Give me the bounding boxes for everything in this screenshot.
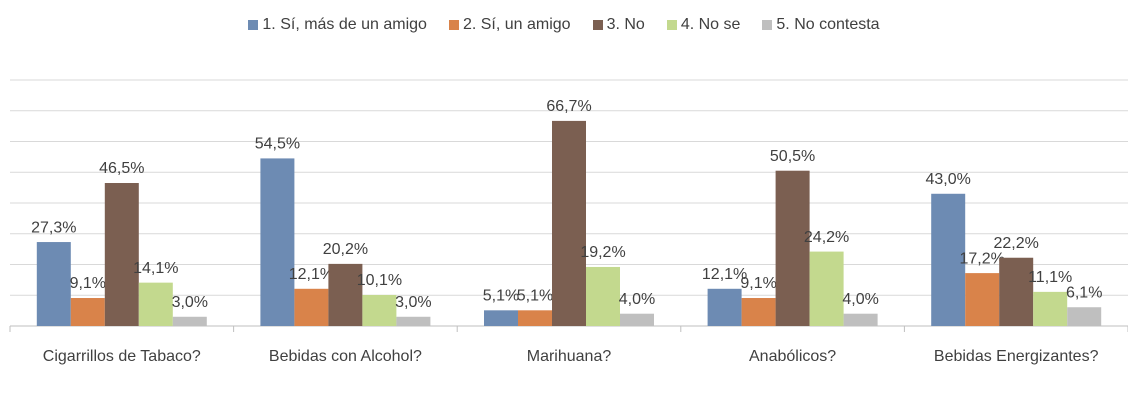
bar — [552, 120, 586, 327]
legend-swatch — [448, 20, 459, 30]
data-label: 12,1% — [289, 266, 334, 283]
legend-swatch — [248, 20, 259, 30]
legend-swatch — [592, 20, 603, 30]
legend-item: 3. No — [592, 16, 645, 34]
bar — [138, 282, 173, 326]
bar — [999, 257, 1034, 326]
data-label: 4,0% — [842, 291, 878, 308]
legend-label: 5. No contesta — [776, 16, 880, 33]
bar — [396, 316, 431, 326]
legend-swatch — [762, 20, 773, 30]
data-label: 50,5% — [770, 148, 815, 165]
bar — [741, 298, 776, 326]
bar — [931, 193, 966, 326]
data-label: 24,2% — [804, 229, 849, 246]
data-label: 10,1% — [357, 272, 402, 289]
data-label: 6,1% — [1066, 284, 1102, 301]
bar — [775, 170, 810, 326]
bar — [294, 288, 329, 326]
bar — [965, 273, 1000, 326]
bar — [707, 288, 742, 326]
bar — [70, 298, 105, 326]
data-label: 17,2% — [960, 250, 1005, 267]
data-label: 43,0% — [926, 171, 971, 188]
bar — [484, 310, 518, 326]
legend-item: 1. Sí, más de un amigo — [248, 16, 427, 34]
bar — [362, 294, 397, 326]
legend-label: 1. Sí, más de un amigo — [262, 16, 427, 33]
data-label: 4,0% — [619, 291, 655, 308]
data-label: 22,2% — [994, 235, 1039, 252]
data-label: 66,7% — [546, 98, 591, 115]
x-tick-label: Bebidas con Alcohol? — [268, 348, 422, 365]
data-label: 3,0% — [395, 294, 431, 311]
data-label: 20,2% — [323, 241, 368, 258]
bar — [809, 251, 844, 326]
data-label: 5,1% — [483, 288, 519, 305]
legend-label: 3. No — [606, 16, 645, 33]
bar — [104, 183, 139, 326]
bar — [36, 242, 71, 326]
legend-label: 4. No se — [680, 16, 741, 33]
bar — [620, 313, 654, 326]
legend-item: 5. No contesta — [762, 16, 880, 34]
bar — [172, 316, 207, 326]
data-label: 3,0% — [172, 294, 208, 311]
data-label: 54,5% — [255, 136, 300, 153]
legend-label: 2. Sí, un amigo — [462, 16, 571, 33]
x-tick-label: Anabólicos? — [749, 348, 837, 365]
legend-item: 4. No se — [666, 16, 741, 34]
data-label: 9,1% — [740, 275, 776, 292]
data-label: 14,1% — [133, 260, 178, 277]
legend-item: 2. Sí, un amigo — [448, 16, 571, 34]
legend-swatch — [666, 20, 677, 30]
bar — [586, 266, 620, 326]
x-tick-label: Marihuana? — [526, 348, 612, 365]
x-tick-label: Bebidas Energizantes? — [933, 348, 1099, 365]
bar — [1033, 291, 1068, 326]
data-label: 11,1% — [1028, 269, 1072, 286]
data-label: 9,1% — [70, 275, 106, 292]
legend: 1. Sí, más de un amigo 2. Sí, un amigo 3. … — [0, 16, 1128, 34]
bar — [260, 158, 295, 326]
bar — [518, 310, 552, 326]
bar — [843, 313, 878, 326]
data-label: 5,1% — [517, 288, 553, 305]
bar — [1067, 307, 1102, 326]
x-tick-label: Cigarrillos de Tabaco? — [42, 348, 201, 365]
data-label: 46,5% — [99, 160, 144, 177]
data-label: 12,1% — [702, 266, 747, 283]
bar — [328, 263, 363, 326]
data-label: 19,2% — [580, 244, 625, 261]
data-label: 27,3% — [31, 219, 76, 236]
